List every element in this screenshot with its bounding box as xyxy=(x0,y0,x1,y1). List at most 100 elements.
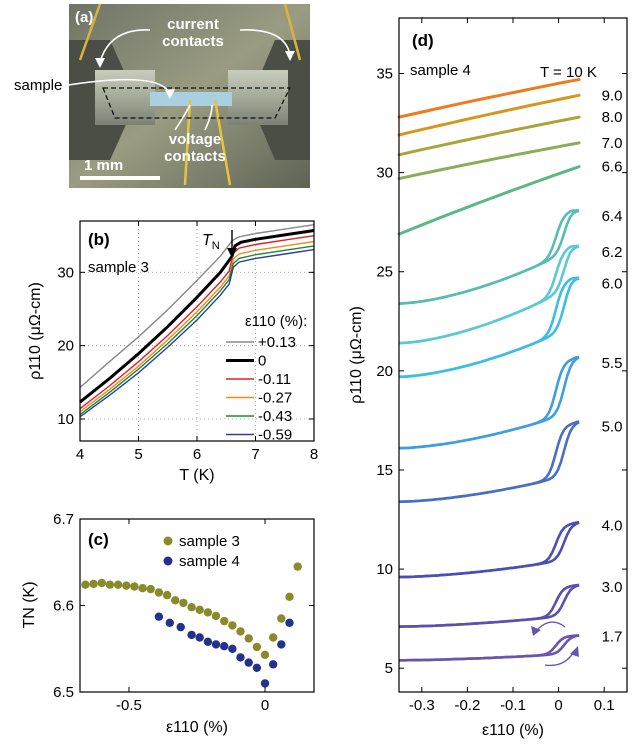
chart-c-point xyxy=(252,642,262,652)
chart-d-ytick-label: 25 xyxy=(376,264,393,281)
chart-d: -0.3 -0.2 -0.1 0 0.1 5 10 15 20 25 30 35 (d) sample… xyxy=(348,17,628,739)
chart-d-series-line-down xyxy=(398,276,580,379)
sample-label: sample xyxy=(14,77,62,94)
chart-d-series-label: 4.0 xyxy=(602,517,623,534)
chart-d-series-label: 5.5 xyxy=(602,355,623,372)
chart-c-point xyxy=(220,642,229,651)
chart-d-series-label: 9.0 xyxy=(602,87,623,104)
chart-c-point xyxy=(89,579,98,589)
chart-c-point xyxy=(130,582,139,591)
chart-c-panel-label: (c) xyxy=(88,530,109,549)
chart-c-series xyxy=(81,562,302,688)
chart-b-legend-label: -0.27 xyxy=(258,390,292,407)
chart-b-legend-label: +0.13 xyxy=(258,334,296,351)
chart-d-panel-label: (d) xyxy=(412,31,434,50)
chart-c-legend-marker xyxy=(163,556,173,566)
chart-c-point xyxy=(162,590,172,600)
chart-b-legend-title: ε110 (%): xyxy=(245,313,307,330)
chart-d-series-line xyxy=(397,165,581,236)
chart-c-point xyxy=(277,640,286,649)
voltage-arrow-right xyxy=(204,104,213,131)
chart-c-point xyxy=(211,611,221,621)
chart-b-xlabel: T (K) xyxy=(179,467,214,484)
chart-d-series-line xyxy=(397,78,581,119)
chart-c-point xyxy=(260,679,270,688)
chart-b-legend: +0.13 0-0.11 -0.27-0.43 -0.59 xyxy=(226,334,296,444)
chart-d-sweep-arrow-down-head xyxy=(570,646,579,657)
current-arrow-left xyxy=(99,29,151,63)
chart-d-ytick-label: 35 xyxy=(376,66,393,83)
chart-d-annotation: sample 4 xyxy=(410,62,471,79)
chart-c-point xyxy=(211,640,221,649)
chart-c-point xyxy=(176,622,185,632)
chart-c-point xyxy=(277,614,286,623)
chart-c-point xyxy=(187,630,196,640)
chart-b-legend-label: -0.11 xyxy=(258,371,291,388)
chart-b-series-line xyxy=(79,245,315,416)
chart-b-ticks: 4 5 6 7 8 10 20 30 xyxy=(57,221,318,463)
chart-d-ytick-label: 5 xyxy=(385,660,393,677)
chart-d-series-label: T = 10 K xyxy=(540,64,597,81)
chart-d-xtick-label: 0 xyxy=(554,697,562,714)
current-contacts-label-2: contacts xyxy=(162,33,224,50)
chart-c-point xyxy=(244,658,253,667)
chart-d-series-line-up xyxy=(398,277,580,379)
current-wire-left xyxy=(78,3,102,61)
chart-b: 4 5 6 7 8 10 20 30 (b) sample 3 TN ε110 (%): +0… xyxy=(27,220,318,484)
chart-b-tn-subscript: N xyxy=(212,240,220,252)
chart-d-sweep-arrow-up-head xyxy=(531,626,541,636)
chart-b-xtick-label: 4 xyxy=(76,446,84,463)
chart-c-point xyxy=(285,618,294,627)
chart-b-ylabel: ρ110 (μΩ-cm) xyxy=(27,282,44,380)
chart-c-point xyxy=(171,596,180,605)
chart-c-point xyxy=(203,637,213,646)
chart-d-series-line-down xyxy=(399,420,580,504)
chart-d-series-label: 8.0 xyxy=(602,109,623,126)
chart-c-point xyxy=(220,616,229,626)
chart-c-legend-label: sample 3 xyxy=(179,533,240,550)
chart-c-point xyxy=(236,627,245,636)
chart-c-point xyxy=(81,580,90,589)
chart-d-series xyxy=(397,78,581,662)
chart-d-series-labels: T = 10 K 9.0 8.0 7.0 6.6 6.4 6.2 6.0 5.5 5.0 4.0 3.… xyxy=(540,64,622,645)
chart-c-point xyxy=(179,598,188,608)
chart-c-point xyxy=(187,603,196,612)
chart-c-legend-marker xyxy=(163,536,173,546)
current-arrow-left-head xyxy=(95,58,105,68)
chart-b-xtick-label: 8 xyxy=(310,446,318,463)
chart-d-ytick-label: 30 xyxy=(376,165,393,182)
chart-b-tn-letter: T xyxy=(202,232,213,249)
chart-c-legend-label: sample 4 xyxy=(179,553,240,570)
voltage-contacts-label-2: contacts xyxy=(164,148,226,165)
chart-d-ytick-label: 20 xyxy=(376,363,393,380)
chart-c-point xyxy=(285,592,294,601)
chart-c-ytick-label: 6.7 xyxy=(53,511,74,528)
chart-d-ylabel: ρ110 (μΩ-cm) xyxy=(348,306,365,404)
chart-c-ylabel: TN (K) xyxy=(21,581,38,628)
chart-c-point xyxy=(154,588,164,597)
photo-panel: (a) current contacts sample voltage cont… xyxy=(14,3,310,188)
chart-c: -0.5 0 6.5 6.6 6.7 (c) sample 3 sample 4 ε110… xyxy=(21,511,315,736)
chart-b-series-line xyxy=(79,235,315,410)
chart-b-series xyxy=(79,221,315,441)
current-contacts-label-1: current xyxy=(167,16,219,33)
chart-b-panel-label: (b) xyxy=(88,230,110,249)
chart-b-series-line xyxy=(79,248,315,418)
chart-b-tn-arrow-head xyxy=(227,248,237,258)
chart-d-ytick-label: 10 xyxy=(376,561,393,578)
chart-c-point xyxy=(293,562,302,571)
chart-c-point xyxy=(195,633,204,642)
chart-d-series-line-down xyxy=(398,355,580,450)
chart-b-annotation: sample 3 xyxy=(88,259,149,276)
chart-c-point xyxy=(138,584,147,593)
chart-d-series-label: 6.6 xyxy=(602,159,623,176)
chart-c-point xyxy=(195,605,204,614)
chart-c-point xyxy=(154,612,164,621)
chart-c-point xyxy=(165,618,174,627)
chart-c-point xyxy=(269,660,278,669)
chart-d-xtick-label: 0.1 xyxy=(594,697,615,714)
voltage-arrow-left xyxy=(174,104,191,131)
chart-b-legend-label: -0.43 xyxy=(258,408,292,425)
chart-c-ytick-label: 6.6 xyxy=(53,598,74,615)
